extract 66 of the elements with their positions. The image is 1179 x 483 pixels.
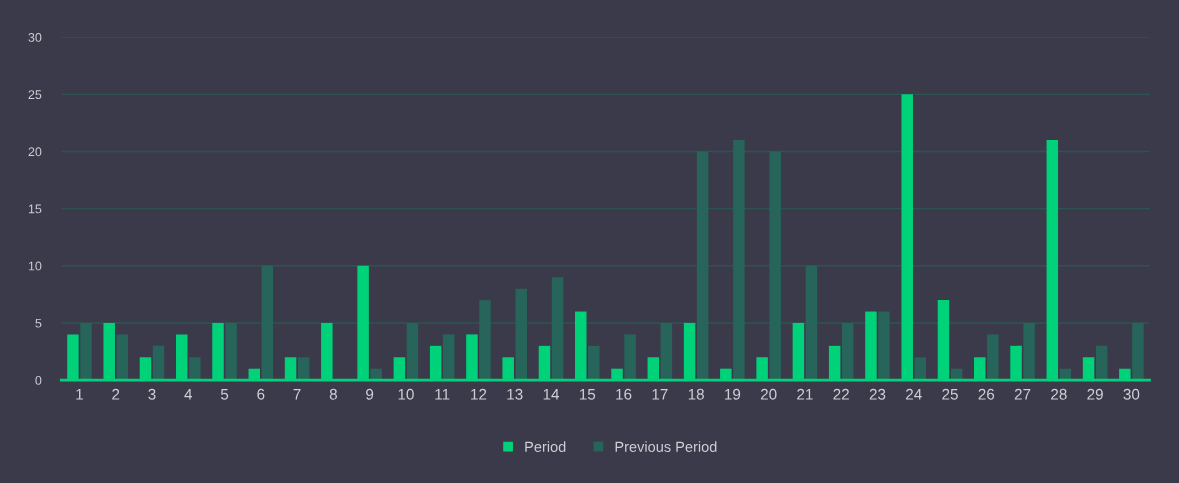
bar (442, 334, 455, 381)
y-tick-label: 0 (35, 375, 42, 385)
bar (987, 334, 999, 381)
x-tick-label: 5 (220, 389, 229, 400)
legend-label: Period (525, 441, 566, 452)
bar (1132, 322, 1144, 381)
x-tick-label: 21 (797, 388, 813, 400)
x-tick-label: 19 (725, 388, 741, 400)
bar (696, 151, 709, 381)
bar (297, 357, 310, 381)
bar (1023, 322, 1035, 381)
bar (878, 311, 890, 381)
bar (660, 322, 673, 381)
x-tick-label: 24 (906, 388, 922, 400)
bar (769, 151, 781, 381)
x-tick-label: 6 (257, 388, 265, 400)
bar (225, 322, 237, 381)
x-tick-label: 25 (942, 388, 958, 400)
x-tick-label: 16 (616, 388, 632, 400)
x-tick-label: 28 (1051, 388, 1067, 400)
bar (733, 140, 745, 381)
y-tick-label: 5 (35, 318, 42, 328)
x-tick-label: 29 (1087, 388, 1103, 400)
x-tick-label: 26 (978, 388, 995, 400)
bar (406, 322, 419, 381)
bar (479, 300, 491, 381)
x-tick-label: 30 (1123, 388, 1140, 400)
bar (841, 322, 854, 381)
y-tick-label: 15 (28, 204, 42, 214)
x-tick-label: 2 (112, 388, 120, 400)
x-tick-label: 27 (1014, 388, 1031, 400)
x-tick-label: 14 (543, 389, 560, 400)
bar (152, 345, 165, 381)
x-tick-label: 20 (760, 388, 777, 400)
x-tick-label: 13 (507, 388, 523, 400)
x-tick-label: 23 (869, 388, 886, 400)
x-tick-label: 3 (148, 388, 156, 400)
x-tick-label: 11 (435, 389, 450, 400)
x-tick-label: 17 (652, 389, 668, 400)
legend-label: Previous Period (615, 441, 717, 452)
bar (551, 277, 564, 381)
y-tick-label: 25 (28, 90, 42, 99)
x-tick-label: 1 (76, 389, 83, 400)
x-tick-label: 9 (366, 388, 374, 400)
bar (116, 334, 128, 381)
bar (515, 288, 528, 381)
bar (80, 322, 92, 381)
y-tick-label: 10 (28, 261, 42, 271)
y-tick-label: 30 (28, 32, 42, 42)
y-tick-label: 20 (28, 147, 42, 157)
bar (624, 334, 636, 381)
x-tick-label: 7 (293, 389, 301, 400)
bar (914, 357, 927, 381)
x-tick-label: 22 (833, 388, 849, 400)
x-tick-label: 18 (688, 388, 704, 400)
x-tick-label: 15 (579, 389, 596, 400)
bar (261, 265, 274, 381)
x-tick-label: 12 (471, 388, 487, 400)
bar (370, 368, 382, 381)
bar (588, 345, 600, 381)
bar (189, 357, 201, 381)
bar (805, 265, 818, 381)
bar (1095, 345, 1108, 381)
x-tick-label: 4 (184, 389, 193, 400)
x-tick-label: 10 (398, 388, 414, 400)
x-tick-label: 8 (329, 388, 337, 400)
